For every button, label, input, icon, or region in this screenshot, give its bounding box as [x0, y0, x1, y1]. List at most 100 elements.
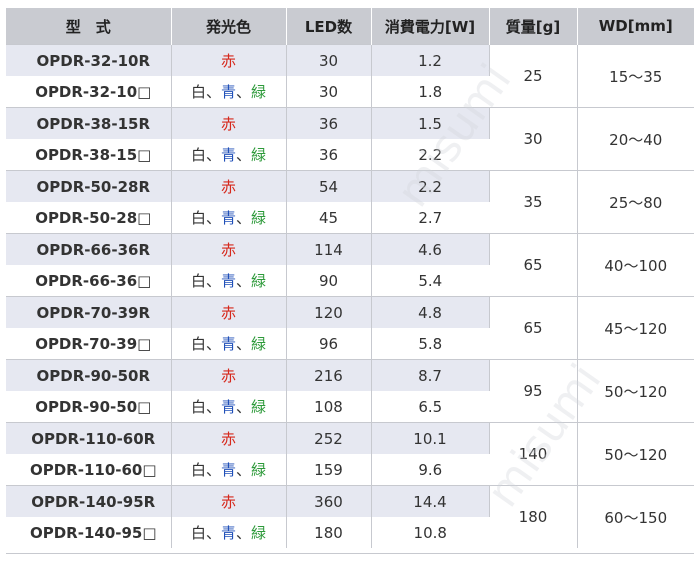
color-separator: 、 — [236, 272, 252, 290]
color-cell: 赤 — [171, 44, 287, 76]
led-count-cell: 45 — [286, 202, 372, 234]
model-cell: OPDR-70-39R — [6, 296, 172, 328]
wd-cell: 15～35 — [577, 44, 694, 108]
color-cell: 赤 — [171, 170, 287, 202]
power-cell: 6.5 — [371, 391, 489, 423]
header-led-count: LED数 — [286, 8, 372, 45]
led-count-cell: 36 — [286, 107, 372, 139]
power-cell: 5.4 — [371, 265, 489, 297]
color-cell: 赤 — [171, 422, 287, 454]
table-row: OPDR-38-15R 赤 36 1.5 30 20～40 — [6, 107, 694, 171]
mass-cell: 140 — [489, 422, 578, 486]
mass-cell: 35 — [489, 170, 578, 234]
color-white: 白 — [190, 335, 206, 353]
color-blue: 青 — [220, 524, 236, 542]
model-cell: OPDR-70-39□ — [6, 328, 172, 360]
header-mass: 質量[g] — [489, 8, 578, 45]
power-cell: 5.8 — [371, 328, 489, 360]
color-white: 白 — [190, 524, 206, 542]
color-cell: 白、青、緑 — [171, 202, 287, 234]
color-blue: 青 — [220, 461, 236, 479]
color-cell: 赤 — [171, 296, 287, 328]
led-count-cell: 90 — [286, 265, 372, 297]
power-cell: 2.2 — [371, 139, 489, 171]
color-separator: 、 — [205, 398, 221, 416]
color-separator: 、 — [236, 83, 252, 101]
color-cell: 白、青、緑 — [171, 454, 287, 486]
color-separator: 、 — [205, 335, 221, 353]
wd-cell: 25～80 — [577, 170, 694, 234]
table-row: OPDR-66-36□ 白、青、緑 90 5.4 — [6, 265, 694, 297]
color-cell: 白、青、緑 — [171, 76, 287, 108]
model-cell: OPDR-140-95R — [6, 485, 172, 517]
power-cell: 10.1 — [371, 422, 490, 454]
color-green: 緑 — [251, 398, 267, 416]
color-red: 赤 — [220, 115, 236, 133]
led-count-cell: 180 — [286, 517, 372, 548]
table-row: OPDR-70-39R 赤 120 4.8 65 45～120 — [6, 296, 694, 360]
header-power: 消費電力[W] — [371, 8, 490, 45]
color-green: 緑 — [251, 146, 267, 164]
mass-cell: 65 — [489, 233, 578, 297]
mass-cell: 25 — [489, 44, 578, 108]
color-separator: 、 — [236, 461, 252, 479]
color-cell: 赤 — [171, 359, 287, 391]
power-cell: 2.7 — [371, 202, 489, 234]
table-row: OPDR-38-15□ 白、青、緑 36 2.2 — [6, 139, 694, 171]
led-count-cell: 96 — [286, 328, 372, 360]
color-separator: 、 — [236, 335, 252, 353]
model-cell: OPDR-90-50R — [6, 359, 172, 391]
color-cell: 白、青、緑 — [171, 265, 287, 297]
power-cell: 14.4 — [371, 485, 490, 517]
wd-cell: 50～120 — [577, 422, 694, 486]
led-count-cell: 216 — [286, 359, 372, 391]
color-cell: 白、青、緑 — [171, 517, 287, 548]
power-cell: 10.8 — [371, 517, 489, 548]
color-blue: 青 — [220, 272, 236, 290]
color-white: 白 — [190, 461, 206, 479]
power-cell: 1.8 — [371, 76, 489, 108]
mass-cell: 95 — [489, 359, 578, 423]
color-red: 赤 — [220, 493, 236, 511]
wd-cell: 45～120 — [577, 296, 694, 360]
power-cell: 1.2 — [371, 44, 490, 76]
power-cell: 2.2 — [371, 170, 490, 202]
color-blue: 青 — [220, 209, 236, 227]
model-cell: OPDR-32-10R — [6, 44, 172, 76]
led-count-cell: 54 — [286, 170, 372, 202]
color-separator: 、 — [205, 524, 221, 542]
color-white: 白 — [190, 146, 206, 164]
color-blue: 青 — [220, 335, 236, 353]
color-separator: 、 — [236, 524, 252, 542]
model-cell: OPDR-110-60□ — [6, 454, 172, 486]
model-cell: OPDR-66-36R — [6, 233, 172, 265]
table-row: OPDR-50-28R 赤 54 2.2 35 25～80 — [6, 170, 694, 234]
table-row: OPDR-50-28□ 白、青、緑 45 2.7 — [6, 202, 694, 234]
model-cell: OPDR-110-60R — [6, 422, 172, 454]
power-cell: 9.6 — [371, 454, 489, 486]
table-row: OPDR-110-60□ 白、青、緑 159 9.6 — [6, 454, 694, 486]
header-wd: WD[mm] — [577, 8, 694, 45]
color-separator: 、 — [205, 146, 221, 164]
table-body: OPDR-32-10R 赤 30 1.2 25 15～35 OPDR-32-10□ 白、青、緑… — [6, 44, 694, 548]
mass-cell: 30 — [489, 107, 578, 171]
color-cell: 赤 — [171, 233, 287, 265]
color-separator: 、 — [205, 83, 221, 101]
table-row: OPDR-90-50□ 白、青、緑 108 6.5 — [6, 391, 694, 423]
mass-cell: 65 — [489, 296, 578, 360]
table-row: OPDR-32-10□ 白、青、緑 30 1.8 — [6, 76, 694, 108]
color-green: 緑 — [251, 209, 267, 227]
color-separator: 、 — [236, 146, 252, 164]
model-cell: OPDR-50-28R — [6, 170, 172, 202]
model-cell: OPDR-38-15□ — [6, 139, 172, 171]
table-row: OPDR-32-10R 赤 30 1.2 25 15～35 — [6, 44, 694, 108]
model-cell: OPDR-140-95□ — [6, 517, 172, 548]
led-count-cell: 36 — [286, 139, 372, 171]
model-cell: OPDR-38-15R — [6, 107, 172, 139]
power-cell: 4.8 — [371, 296, 490, 328]
mass-cell: 180 — [489, 485, 578, 548]
color-blue: 青 — [220, 83, 236, 101]
power-cell: 1.5 — [371, 107, 490, 139]
color-cell: 赤 — [171, 485, 287, 517]
color-red: 赤 — [220, 430, 236, 448]
